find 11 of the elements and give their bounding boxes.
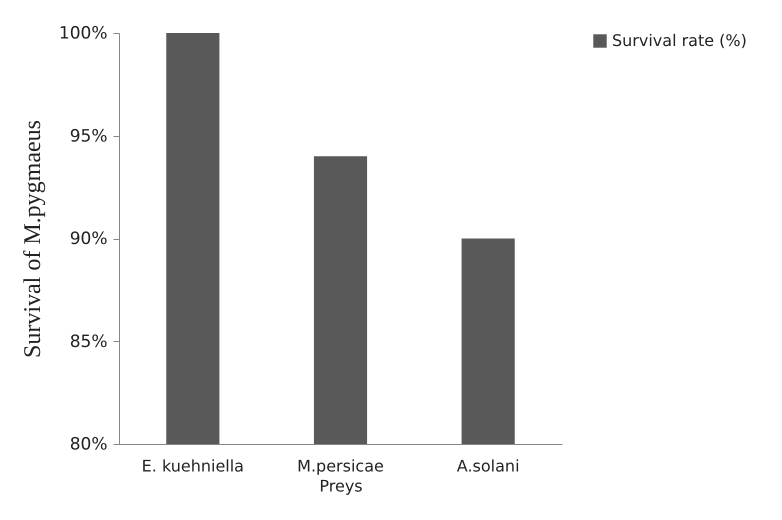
y-tick-label: 80%: [70, 434, 108, 454]
y-tick-label: 100%: [58, 24, 108, 44]
x-tick-label: E. kuehniella: [142, 456, 244, 476]
x-tick-label: M.persicae: [297, 456, 384, 476]
x-tick-label: A.solani: [456, 456, 520, 476]
legend-label: Survival rate (%): [612, 31, 747, 50]
y-tick-label: 90%: [70, 229, 108, 249]
y-axis-title: Survival of M.pygmaeus: [20, 120, 46, 358]
x-axis-title: Preys: [319, 476, 363, 496]
y-tick-label: 85%: [70, 332, 108, 352]
y-tick-label: 95%: [70, 126, 108, 146]
